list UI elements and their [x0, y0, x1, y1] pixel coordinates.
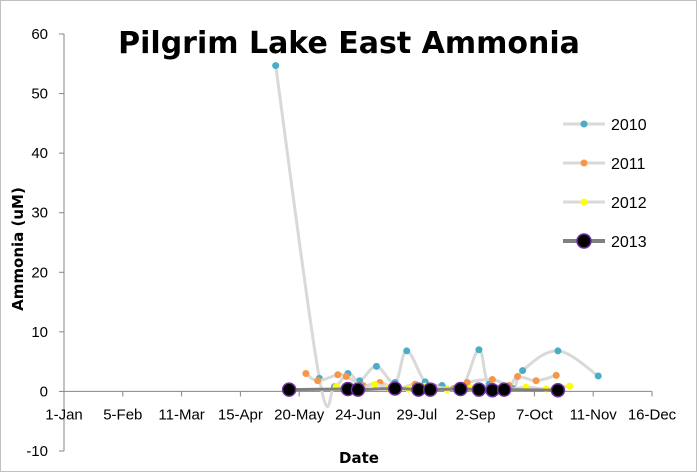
data-point-2011: [342, 373, 350, 381]
x-tick-label: 11-Nov: [570, 406, 618, 423]
data-point-2011: [532, 377, 540, 385]
x-tick-label: 29-Jul: [396, 406, 437, 423]
chart-title: Pilgrim Lake East Ammonia: [118, 26, 580, 61]
x-tick-label: 11-Mar: [158, 406, 204, 423]
data-point-2012: [566, 382, 574, 390]
legend-label: 2011: [611, 156, 646, 173]
y-tick-label: 50: [31, 86, 48, 103]
data-point-2011: [314, 377, 322, 385]
x-tick-label: 2-Sep: [456, 406, 496, 423]
data-point-2012: [371, 380, 379, 388]
axes: -10 0 10 20 30 40 50 60 1-Jan 5-Feb 11-Mar 15-Apr 20…: [26, 26, 676, 460]
legend-item-2011: 2011: [563, 156, 646, 173]
data-point-2010: [372, 362, 380, 370]
x-tick-label: 20-May: [274, 406, 325, 423]
data-point-2013: [350, 382, 366, 397]
data-point-2011: [552, 371, 560, 379]
y-tick-label: 0: [40, 383, 48, 400]
y-tick-label: 40: [31, 145, 48, 162]
x-tick-label: 7-Oct: [516, 406, 554, 423]
series-layer: [272, 62, 602, 409]
data-point-2013: [453, 381, 468, 397]
data-point-2010: [594, 372, 602, 380]
legend-label: 2013: [611, 234, 647, 251]
series-2013: [281, 381, 566, 398]
data-point-2011: [334, 371, 342, 379]
y-tick-label: -10: [26, 443, 48, 460]
x-tick-label: 24-Jun: [335, 406, 381, 423]
data-point-2011: [514, 373, 522, 381]
x-tick-label: 1-Jan: [45, 406, 83, 423]
legend-marker: [576, 233, 592, 249]
legend-label: 2010: [611, 117, 647, 134]
data-point-2013: [550, 382, 566, 398]
x-tick-label: 16-Dec: [628, 406, 677, 423]
data-point-2013: [422, 382, 438, 397]
series-2010: [272, 62, 602, 409]
data-point-2013: [471, 382, 487, 397]
y-tick-label: 20: [31, 264, 48, 281]
data-point-2013: [281, 382, 297, 397]
y-axis-label: Ammonia (uM): [9, 187, 27, 311]
legend-marker: [580, 198, 588, 206]
legend-item-2013: 2013: [563, 233, 647, 251]
data-point-2010: [554, 347, 562, 355]
legend-item-2010: 2010: [563, 117, 647, 134]
data-point-2011: [488, 376, 496, 384]
data-point-2013: [387, 381, 403, 396]
data-point-2010: [475, 346, 483, 354]
x-axis-label: Date: [339, 449, 379, 467]
x-tick-label: 5-Feb: [103, 406, 142, 423]
legend-marker: [580, 159, 588, 167]
legend-marker: [580, 120, 588, 128]
x-tick-label: 15-Apr: [218, 406, 263, 423]
y-tick-label: 60: [31, 26, 48, 43]
legend-label: 2012: [611, 195, 647, 212]
data-point-2010: [519, 367, 527, 375]
y-tick-label: 30: [31, 205, 48, 222]
data-point-2010: [403, 347, 411, 355]
data-point-2013: [496, 382, 512, 397]
legend: 2010 2011 2012 2013: [563, 117, 647, 251]
series-line-2010: [274, 64, 600, 409]
legend-item-2012: 2012: [563, 195, 647, 212]
data-point-2011: [302, 370, 310, 378]
y-tick-label: 10: [31, 324, 48, 341]
data-point-2010: [272, 62, 280, 70]
